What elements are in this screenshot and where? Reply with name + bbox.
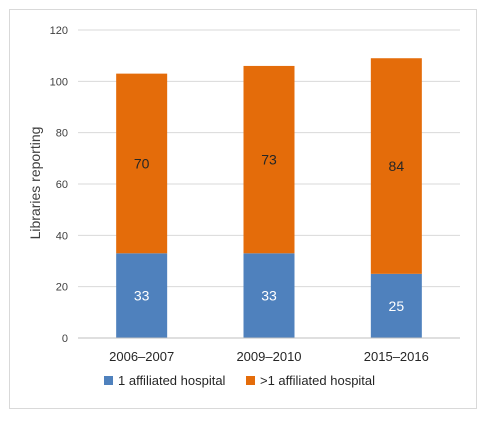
y-tick-label: 60 <box>56 179 68 191</box>
bars <box>116 58 422 338</box>
data-label: 73 <box>261 152 277 168</box>
y-tick-label: 120 <box>50 25 68 37</box>
legend-swatch <box>246 376 255 385</box>
x-category-label: 2015–2016 <box>364 349 429 364</box>
data-label: 84 <box>389 158 405 174</box>
bar-segment <box>370 58 422 274</box>
bar-segment <box>243 253 295 338</box>
y-tick-label: 80 <box>56 128 68 140</box>
legend-swatch <box>104 376 113 385</box>
x-category-label: 2006–2007 <box>109 349 174 364</box>
x-category-label: 2009–2010 <box>236 349 301 364</box>
data-label: 25 <box>389 298 405 314</box>
bar-segment <box>116 73 168 254</box>
y-tick-label: 100 <box>50 76 68 88</box>
x-axis-category-labels: 2006–2007 2009–2010 2015–2016 <box>109 349 429 364</box>
y-axis-tick-labels: 0 20 40 60 80 100 120 <box>50 25 68 345</box>
legend: 1 affiliated hospital >1 affiliated hospi… <box>104 373 375 388</box>
y-tick-label: 0 <box>62 333 68 345</box>
y-tick-label: 40 <box>56 230 68 242</box>
y-axis-title: Libraries reporting <box>27 127 43 240</box>
data-label: 33 <box>261 288 277 304</box>
bar-segment <box>243 65 295 254</box>
legend-label: 1 affiliated hospital <box>118 373 226 388</box>
bar-segment <box>370 273 422 338</box>
data-label: 33 <box>134 288 150 304</box>
legend-label: >1 affiliated hospital <box>260 373 375 388</box>
data-label: 70 <box>134 155 150 171</box>
bar-segment <box>116 253 168 338</box>
y-tick-label: 20 <box>56 282 68 294</box>
data-labels: 33 70 33 73 25 84 <box>134 152 404 314</box>
